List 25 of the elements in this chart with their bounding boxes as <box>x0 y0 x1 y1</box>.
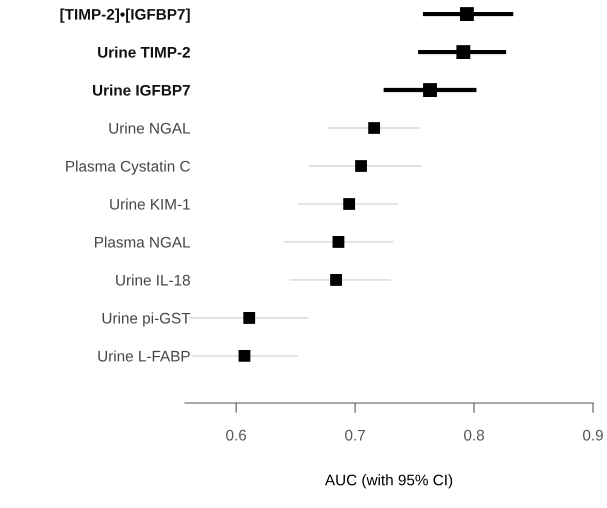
x-tick-label: 0.9 <box>582 430 603 441</box>
x-axis-title: AUC (with 95% CI) <box>324 474 452 488</box>
y-tick-label: Urine KIM-1 <box>110 198 190 210</box>
point <box>423 83 437 97</box>
point <box>330 274 342 286</box>
point <box>368 122 380 134</box>
y-tick-label: Plasma NGAL <box>95 236 190 248</box>
y-tick-label: Urine IL-18 <box>116 274 190 286</box>
point <box>456 45 470 59</box>
x-tick-label: 0.6 <box>226 430 246 441</box>
point <box>355 160 367 172</box>
point <box>460 7 474 21</box>
y-tick-label: Urine IGFBP7 <box>92 84 190 96</box>
point <box>238 350 250 362</box>
x-tick-label: 0.8 <box>464 430 484 441</box>
y-tick-label: Urine TIMP-2 <box>98 46 190 58</box>
x-tick-label: 0.7 <box>345 430 365 441</box>
y-tick-label: Urine pi-GST <box>102 312 190 327</box>
point <box>243 312 256 324</box>
y-tick-label: Urine NGAL <box>109 122 190 134</box>
point <box>343 198 356 210</box>
y-tick-label: [TIMP-2]•[IGFBP7] <box>60 8 190 23</box>
point <box>332 236 344 248</box>
y-tick-label: Plasma Cystatin C <box>66 160 190 175</box>
y-tick-label: Urine L-FABP <box>98 350 190 362</box>
